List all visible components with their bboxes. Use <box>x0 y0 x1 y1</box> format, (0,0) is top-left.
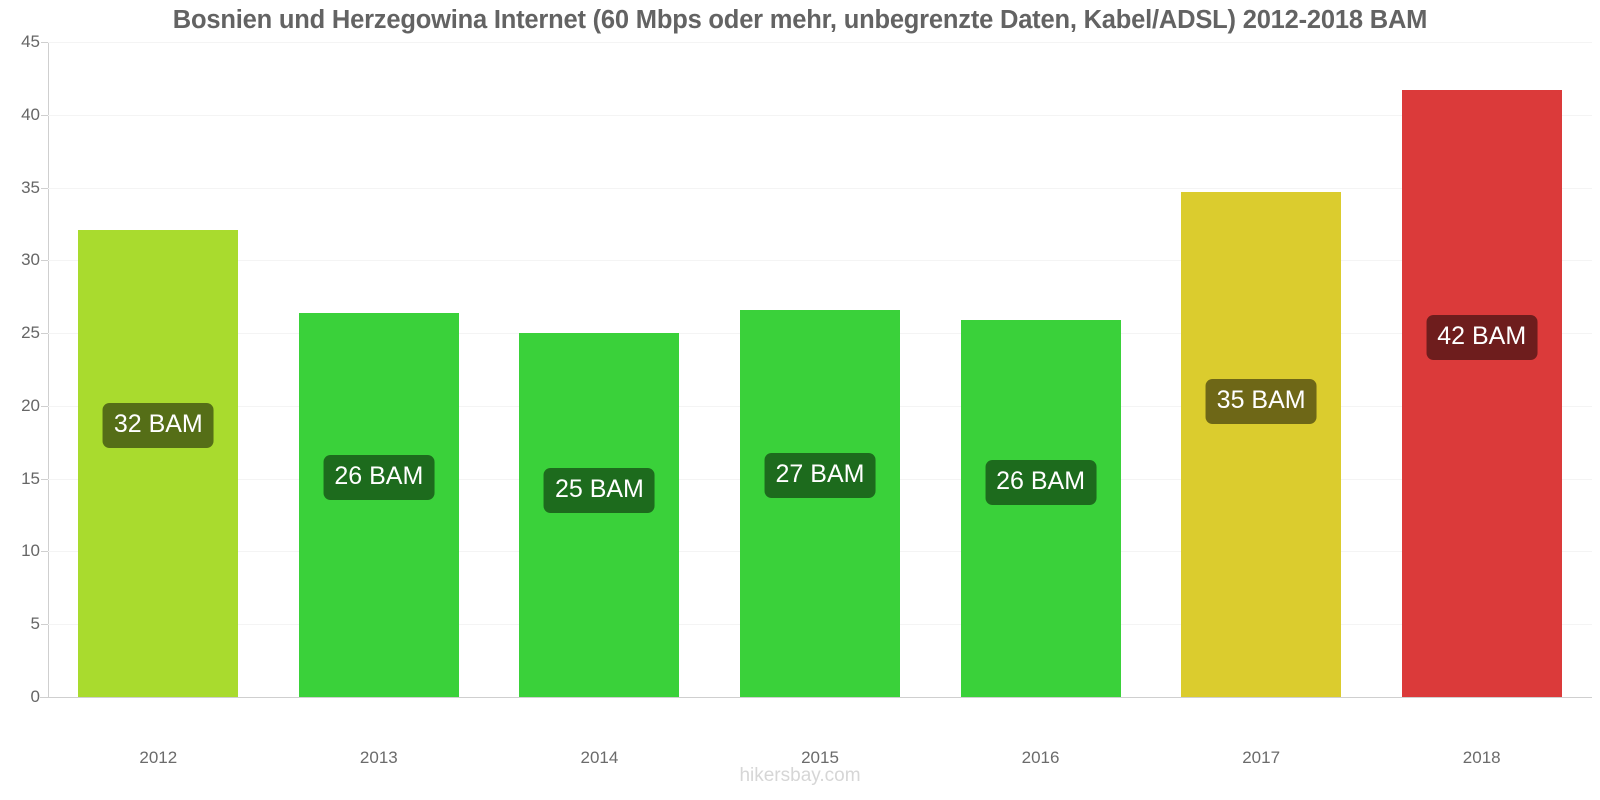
y-axis-line <box>48 42 49 698</box>
bar[interactable]: 42 BAM <box>1401 90 1562 697</box>
bar-value-label: 25 BAM <box>543 467 655 513</box>
bar-value-label: 42 BAM <box>1426 314 1538 360</box>
y-axis-tick-label: 40 <box>21 104 40 124</box>
bar[interactable]: 35 BAM <box>1181 191 1342 697</box>
gridline <box>48 114 1592 116</box>
bar-value-label: 26 BAM <box>985 459 1097 505</box>
y-axis-tick-label: 30 <box>21 250 40 270</box>
bar[interactable]: 26 BAM <box>960 320 1121 697</box>
y-axis-tick-label: 35 <box>21 177 40 197</box>
gridline <box>48 42 1592 43</box>
x-axis-tick-label: 2018 <box>1462 748 1501 767</box>
x-axis-tick-label: 2014 <box>580 748 619 767</box>
bar[interactable]: 27 BAM <box>740 309 900 697</box>
y-axis-tick-mark <box>41 551 48 553</box>
y-axis-tick-label: 15 <box>21 468 40 488</box>
y-axis-tick-mark <box>41 187 48 189</box>
bar-value-label: 35 BAM <box>1205 378 1317 424</box>
y-axis-tick-label: 25 <box>21 323 40 343</box>
bar-value-label: 26 BAM <box>323 454 435 500</box>
y-axis-tick-mark <box>41 478 48 480</box>
y-axis-tick-label: 0 <box>30 687 40 706</box>
y-axis-tick-mark <box>41 333 48 335</box>
bar-value-label: 27 BAM <box>764 453 876 499</box>
y-axis-tick-label: 20 <box>21 395 40 415</box>
x-axis-tick-label: 2017 <box>1242 748 1281 767</box>
x-axis-line <box>40 697 1592 698</box>
chart-title: Bosnien und Herzegowina Internet (60 Mbp… <box>172 6 1428 34</box>
x-axis-tick-label: 2015 <box>801 748 839 767</box>
y-axis-tick-mark <box>41 260 48 262</box>
gridline <box>48 187 1592 189</box>
bar[interactable]: 25 BAM <box>519 333 680 697</box>
x-axis-tick-label: 2016 <box>1021 748 1060 767</box>
y-axis-tick-mark <box>41 114 48 116</box>
bar[interactable]: 32 BAM <box>78 229 239 697</box>
gridline <box>48 260 1592 262</box>
y-axis-tick-mark <box>41 697 48 698</box>
y-axis-tick-label: 5 <box>30 614 40 634</box>
y-axis-tick-mark <box>41 405 48 407</box>
bar-value-label: 32 BAM <box>102 402 214 448</box>
y-axis-tick-mark <box>41 42 48 43</box>
plot-area: 0 5 10 15 20 25 30 35 40 45 32 BAM 2012 26 BAM 2013 25… <box>21 32 1592 767</box>
bar[interactable]: 26 BAM <box>298 312 459 697</box>
footer-credit: hikersbay.com <box>739 765 861 786</box>
y-axis-tick-mark <box>41 624 48 626</box>
x-axis-tick-label: 2012 <box>139 748 178 767</box>
x-axis-tick-label: 2013 <box>359 748 398 767</box>
y-axis-tick-label: 10 <box>21 541 40 561</box>
y-axis-tick-label: 45 <box>21 32 40 51</box>
